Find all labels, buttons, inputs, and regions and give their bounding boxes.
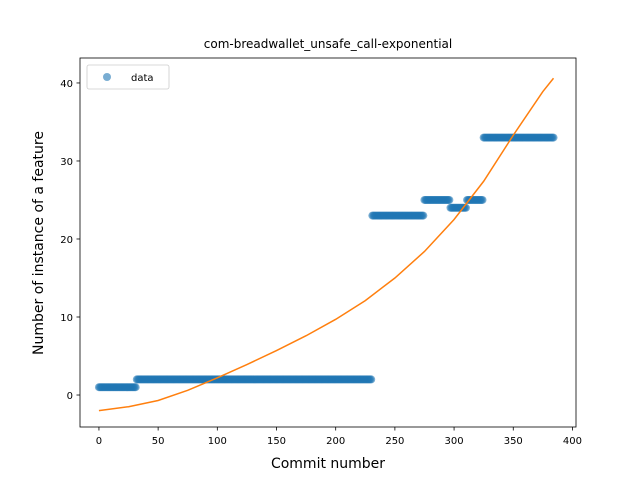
data-point	[419, 211, 428, 220]
data-point	[478, 195, 487, 204]
legend-marker	[103, 73, 111, 81]
axes-frame	[79, 57, 577, 428]
legend-box	[86, 64, 170, 90]
x-tick-label: 250	[385, 436, 404, 447]
data-point	[549, 133, 558, 142]
legend: data	[86, 64, 170, 90]
x-tick-label: 300	[445, 436, 464, 447]
y-tick-label: 20	[60, 235, 73, 246]
data-points	[94, 133, 558, 392]
y-tick-label: 0	[67, 391, 73, 402]
fit-line	[98, 77, 555, 412]
y-axis-label: Number of instance of a feature	[31, 131, 47, 355]
y-tick-label: 40	[60, 79, 73, 90]
x-tick-label: 100	[208, 436, 227, 447]
x-tick-label: 0	[96, 436, 102, 447]
y-tick-label: 10	[60, 313, 73, 324]
data-point	[131, 383, 140, 392]
y-tick-label: 30	[60, 157, 73, 168]
chart-title: com-breadwallet_unsafe_call-exponential	[204, 37, 452, 51]
x-tick-label: 50	[152, 436, 165, 447]
x-tick-label: 150	[267, 436, 286, 447]
legend-label: data	[131, 73, 154, 84]
x-tick-label: 200	[326, 436, 345, 447]
x-tick-label: 400	[563, 436, 582, 447]
data-point	[445, 195, 454, 204]
x-axis-label: Commit number	[271, 456, 385, 472]
data-point	[367, 375, 376, 384]
plot-area: 0 50 100 150 200 250 300 350 400 0 10 20 30 40	[60, 57, 582, 447]
x-tick-label: 350	[504, 436, 523, 447]
